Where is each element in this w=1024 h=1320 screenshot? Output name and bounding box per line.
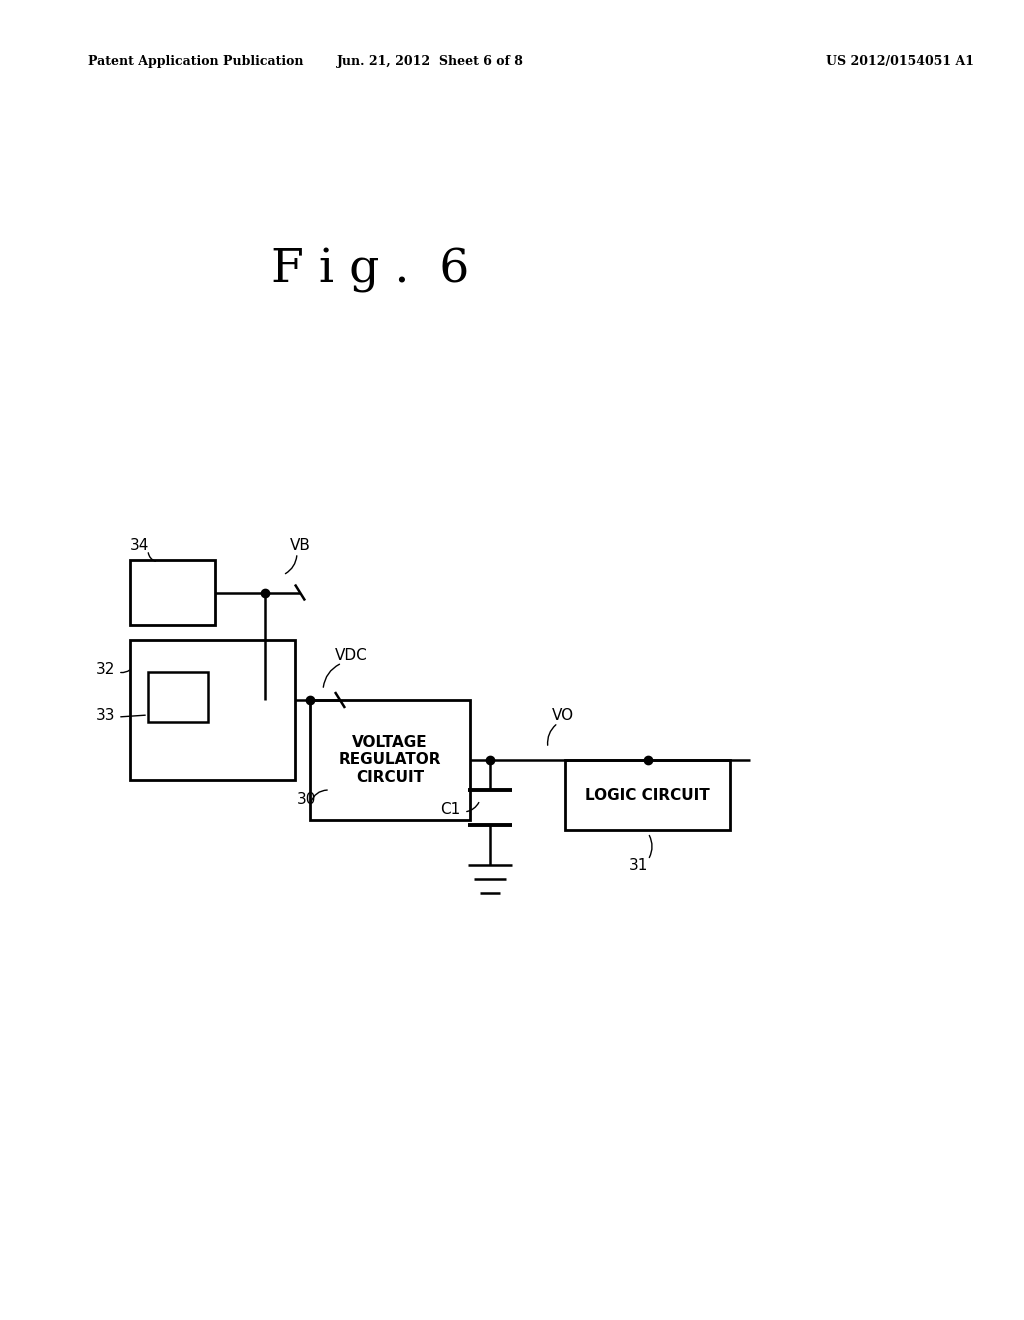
Text: 32: 32 xyxy=(95,663,115,677)
Text: C1: C1 xyxy=(439,803,460,817)
FancyArrowPatch shape xyxy=(467,803,479,812)
FancyArrowPatch shape xyxy=(649,836,652,858)
Text: VO: VO xyxy=(552,708,574,722)
Bar xyxy=(130,640,295,780)
Text: 33: 33 xyxy=(95,708,115,722)
Text: VDC: VDC xyxy=(335,648,368,663)
FancyArrowPatch shape xyxy=(548,725,556,746)
FancyArrowPatch shape xyxy=(311,791,328,803)
Text: VOLTAGE
REGULATOR
CIRCUIT: VOLTAGE REGULATOR CIRCUIT xyxy=(339,735,441,785)
Bar xyxy=(565,760,730,830)
Text: 34: 34 xyxy=(130,537,150,553)
FancyArrowPatch shape xyxy=(324,664,340,688)
FancyArrowPatch shape xyxy=(148,553,156,561)
Bar xyxy=(148,672,208,722)
Text: LOGIC CIRCUIT: LOGIC CIRCUIT xyxy=(585,788,710,803)
Text: Jun. 21, 2012  Sheet 6 of 8: Jun. 21, 2012 Sheet 6 of 8 xyxy=(337,55,523,69)
Bar xyxy=(130,560,215,624)
FancyArrowPatch shape xyxy=(121,715,145,717)
Text: 30: 30 xyxy=(297,792,316,808)
Bar xyxy=(310,700,470,820)
Text: F i g .  6: F i g . 6 xyxy=(270,247,469,293)
Text: US 2012/0154051 A1: US 2012/0154051 A1 xyxy=(826,55,974,69)
FancyArrowPatch shape xyxy=(121,669,130,673)
Text: Patent Application Publication: Patent Application Publication xyxy=(88,55,303,69)
Text: VB: VB xyxy=(290,537,311,553)
FancyArrowPatch shape xyxy=(286,556,297,574)
Text: 31: 31 xyxy=(629,858,648,873)
